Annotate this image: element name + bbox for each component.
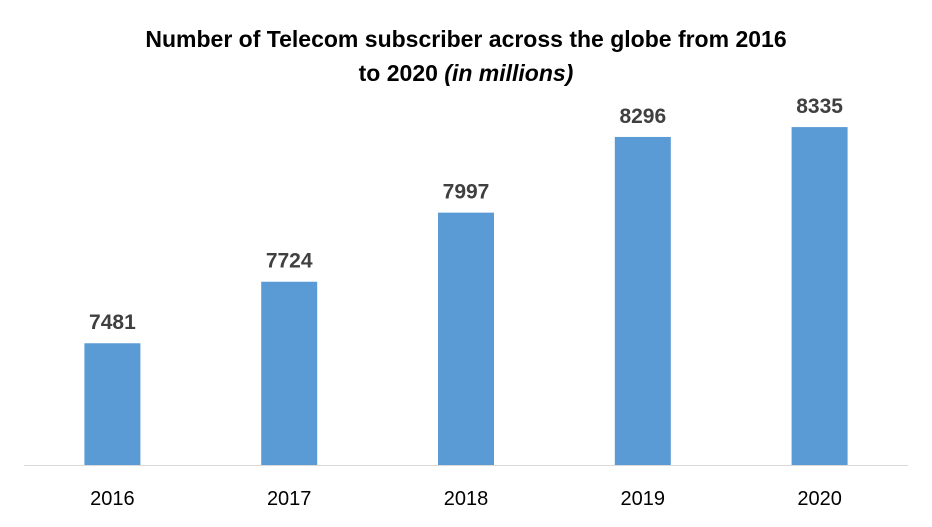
data-label: 7724 (266, 250, 313, 273)
x-tick-label: 2016 (90, 488, 135, 510)
data-label: 7481 (89, 311, 136, 334)
data-label: 8335 (796, 95, 843, 118)
x-tick-label: 2017 (267, 488, 312, 510)
data-label: 8296 (619, 105, 666, 128)
chart-title-unit: (in millions) (444, 60, 574, 86)
x-tick-label: 2018 (444, 488, 489, 510)
bar (791, 127, 848, 465)
bar (261, 281, 318, 465)
x-tick-label: 2020 (797, 488, 842, 510)
data-label: 7997 (443, 181, 490, 204)
chart-title: Number of Telecom subscriber across the … (145, 26, 787, 86)
bar (84, 343, 141, 465)
bar (614, 136, 671, 465)
x-tick-label: 2019 (621, 488, 666, 510)
bar (438, 212, 494, 465)
